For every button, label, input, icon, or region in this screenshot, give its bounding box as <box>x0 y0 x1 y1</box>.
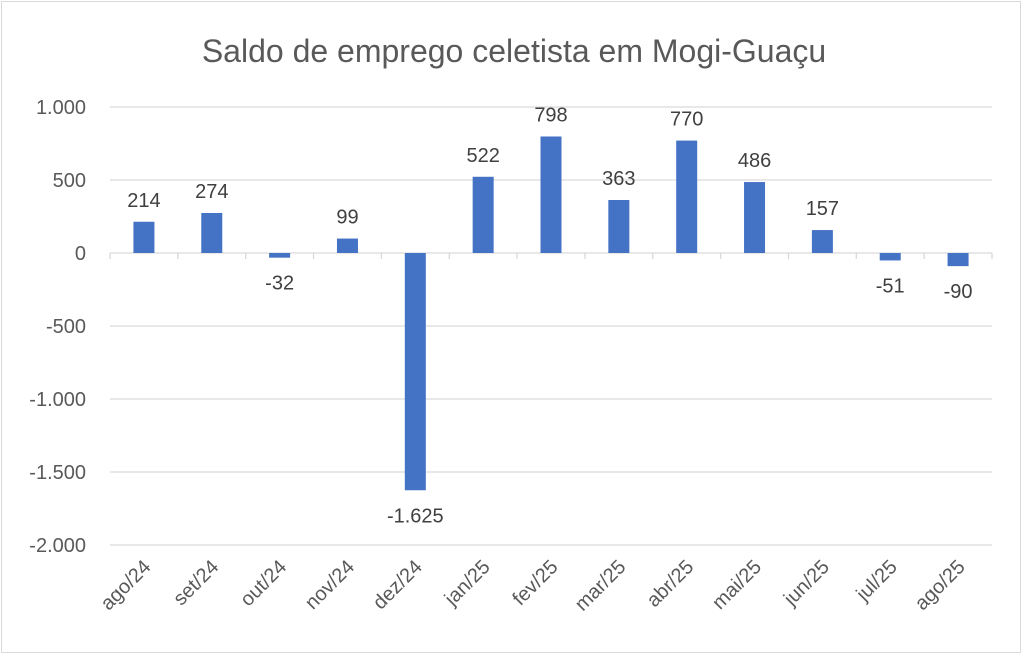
data-label: 274 <box>195 181 228 203</box>
data-label: 486 <box>738 150 771 172</box>
x-tick-label: mar/25 <box>571 556 631 616</box>
data-label: 798 <box>534 104 567 126</box>
data-label: 522 <box>466 145 499 167</box>
x-tick-label: nov/24 <box>301 556 359 614</box>
x-tick-label: dez/24 <box>369 556 427 614</box>
y-tick-label: 1.000 <box>36 97 86 119</box>
data-label: -90 <box>944 281 973 303</box>
bar-out/24 <box>269 253 291 258</box>
x-tick-label: jul/25 <box>852 556 902 606</box>
x-tick-label: mai/25 <box>708 556 766 614</box>
data-label: 99 <box>336 207 358 229</box>
x-tick-label: abr/25 <box>643 556 699 612</box>
bar-ago/25 <box>947 253 969 267</box>
bar-mar/25 <box>608 200 630 253</box>
chart-title: Saldo de emprego celetista em Mogi-Guaçu <box>202 33 826 69</box>
data-label: -32 <box>265 273 294 295</box>
bar-ago/24 <box>133 221 155 253</box>
data-label: 363 <box>602 168 635 190</box>
x-tick-label: out/24 <box>236 556 291 611</box>
x-tick-label: ago/24 <box>97 556 156 615</box>
bar-abr/25 <box>676 140 698 253</box>
x-axis-ticks: ago/24 set/24 out/24 nov/24 dez/24 jan/25 fev/… <box>97 556 970 616</box>
x-tick-label: fev/25 <box>508 556 562 610</box>
x-tick-label: jun/25 <box>779 556 834 611</box>
y-tick-label: -1.000 <box>29 389 86 411</box>
y-tick-label: -2.000 <box>29 535 86 557</box>
data-label: -1.625 <box>387 505 444 527</box>
data-label: 157 <box>806 198 839 220</box>
data-label: 214 <box>127 190 160 212</box>
data-label: 770 <box>670 109 703 131</box>
bar-fev/25 <box>540 136 562 253</box>
x-tick-label: ago/25 <box>911 556 970 615</box>
bar-jan/25 <box>472 176 494 253</box>
y-axis-ticks: 1.000 500 0 -500 -1.000 -1.500 -2.000 <box>29 97 86 557</box>
y-tick-label: 0 <box>75 243 86 265</box>
data-labels: 214 274 -32 99 -1.625 522 798 363 770 486 157 -51 -9… <box>127 104 972 527</box>
bar-series <box>133 136 969 491</box>
bar-jul/25 <box>879 253 901 261</box>
bar-nov/24 <box>336 238 358 253</box>
y-tick-label: 500 <box>53 170 86 192</box>
data-label: -51 <box>876 275 905 297</box>
bar-jun/25 <box>811 230 833 253</box>
bar-mai/25 <box>744 182 766 253</box>
x-tick-label: set/24 <box>169 556 223 610</box>
x-tick-label: jan/25 <box>440 556 495 611</box>
y-tick-label: -1.500 <box>29 462 86 484</box>
y-tick-label: -500 <box>46 316 86 338</box>
bar-dez/24 <box>404 253 426 491</box>
bar-set/24 <box>201 212 223 253</box>
